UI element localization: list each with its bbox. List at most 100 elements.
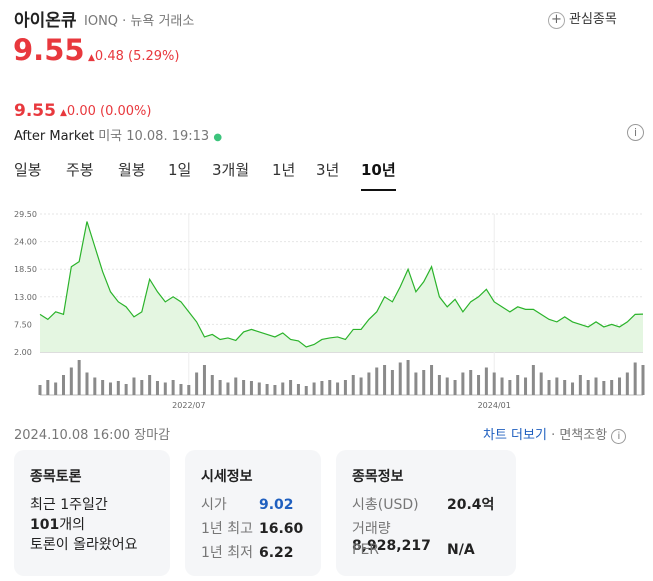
volume-bar xyxy=(69,367,73,395)
volume-bar xyxy=(281,382,285,395)
after-change: ▲0.00 (0.00%) xyxy=(60,104,152,119)
volume-bar xyxy=(390,370,394,395)
time: 미국 10.08. 19:13 xyxy=(98,129,210,144)
disclaimer[interactable]: 면책조항 xyxy=(559,428,608,443)
volume-bar xyxy=(430,365,434,395)
row-value: N/A xyxy=(447,542,475,558)
volume-bar xyxy=(563,380,567,395)
volume-bar xyxy=(289,380,293,395)
volume-bar xyxy=(477,375,481,395)
volume-bar xyxy=(132,377,136,395)
info-row: 1년 최저 6.22 xyxy=(201,542,294,562)
info-row: 거래량8,928,217 xyxy=(352,518,516,554)
volume-bar xyxy=(226,382,230,395)
row-label: 시가 xyxy=(201,497,227,513)
volume-bar xyxy=(445,377,449,395)
volume-bar xyxy=(492,372,496,395)
change-pct: (0.00%) xyxy=(100,104,152,119)
volume-bar xyxy=(257,382,261,395)
volume-bar xyxy=(85,372,89,395)
volume-bar xyxy=(312,382,316,395)
after-market: After Market 미국 10.08. 19:13 ● xyxy=(14,129,223,144)
volume-bar xyxy=(469,370,473,395)
change: 0.00 xyxy=(66,104,96,119)
footer-links: 차트 더보기 · 면책조항 i xyxy=(483,424,627,444)
volume-bar xyxy=(398,362,402,395)
volume-bar xyxy=(202,365,206,395)
info-row: 시가 9.02 xyxy=(201,494,294,514)
y-tick-label: 24.00 xyxy=(14,238,37,247)
volume-bar xyxy=(500,377,504,395)
suffix: 개의 xyxy=(59,517,85,533)
tab[interactable]: 10년 xyxy=(361,159,396,191)
tab[interactable]: 일봉 xyxy=(14,161,42,179)
volume-bar xyxy=(140,380,144,395)
volume-bar xyxy=(218,380,222,395)
info-icon[interactable]: i xyxy=(627,124,644,141)
tab[interactable]: 1년 xyxy=(272,161,296,179)
volume-bar xyxy=(163,382,167,395)
price-change: ▲0.48 (5.29%) xyxy=(88,49,180,64)
volume-bar xyxy=(273,385,277,395)
volume-bar xyxy=(320,381,324,395)
tab[interactable]: 1일 xyxy=(168,161,192,179)
volume-bar xyxy=(148,375,152,395)
stock-name: 아이온큐 xyxy=(14,11,77,31)
y-tick-label: 7.50 xyxy=(14,320,32,329)
change: 0.48 xyxy=(94,49,124,64)
x-tick-label: 2022/07 xyxy=(172,401,205,410)
watch-button[interactable]: + 관심종목 xyxy=(548,8,617,29)
ticker: IONQ · 뉴욕 거래소 xyxy=(84,14,195,29)
discussion-card[interactable]: 종목토론 최근 1주일간 101개의 토론이 올라왔어요 xyxy=(14,450,170,576)
tab[interactable]: 3년 xyxy=(316,161,340,179)
volume-bar xyxy=(437,375,441,395)
volume-bar xyxy=(555,377,559,395)
volume-bar xyxy=(484,367,488,395)
volume-bar xyxy=(179,384,183,395)
row-label: 시총(USD) xyxy=(352,497,419,513)
volume-bar xyxy=(155,381,159,395)
volume-bar xyxy=(54,382,58,395)
label: After Market xyxy=(14,129,95,144)
volume-bar xyxy=(641,365,645,395)
volume-bar xyxy=(508,380,512,395)
price: 9.55 xyxy=(13,33,85,67)
volume-bar xyxy=(93,377,97,395)
y-tick-label: 2.00 xyxy=(14,348,32,357)
info-card[interactable]: 종목정보 시총(USD) 20.4억 거래량8,928,217 PER N/A xyxy=(336,450,516,576)
volume-bar xyxy=(351,375,355,395)
volume-bar xyxy=(108,382,112,395)
volume-bar xyxy=(571,382,575,395)
chart-more[interactable]: 차트 더보기 xyxy=(483,428,547,443)
volume-bar xyxy=(531,365,535,395)
volume-bar xyxy=(46,380,50,395)
y-tick-label: 29.50 xyxy=(14,210,37,219)
volume-bar xyxy=(516,375,520,395)
volume-bar xyxy=(422,370,426,395)
volume-bar xyxy=(414,372,418,395)
volume-bar xyxy=(116,381,120,395)
market-card[interactable]: 시세정보 시가 9.02 1년 최고 16.60 1년 최저 6.22 xyxy=(185,450,321,576)
volume-bar xyxy=(61,375,65,395)
volume-bar xyxy=(187,385,191,395)
volume-bar xyxy=(625,372,629,395)
card-title: 시세정보 xyxy=(201,469,253,485)
card-title: 종목정보 xyxy=(352,469,404,485)
volume-bar xyxy=(453,380,457,395)
volume-bar xyxy=(461,372,465,395)
row-value: 8,928,217 xyxy=(352,538,431,554)
y-tick-label: 13.00 xyxy=(14,293,37,302)
volume-bar xyxy=(328,380,332,395)
volume-bar xyxy=(336,382,340,395)
tab[interactable]: 주봉 xyxy=(66,161,94,179)
volume-bar xyxy=(101,380,105,395)
tab[interactable]: 월봉 xyxy=(118,161,146,179)
volume-bar xyxy=(547,380,551,395)
volume-bar xyxy=(610,380,614,395)
timestamp: 2024.10.08 16:00 장마감 xyxy=(14,428,171,443)
volume-bar xyxy=(618,377,622,395)
price-line xyxy=(39,221,644,348)
card-title: 종목토론 xyxy=(30,469,82,485)
tab[interactable]: 3개월 xyxy=(212,161,250,179)
y-tick-label: 18.50 xyxy=(14,265,37,274)
